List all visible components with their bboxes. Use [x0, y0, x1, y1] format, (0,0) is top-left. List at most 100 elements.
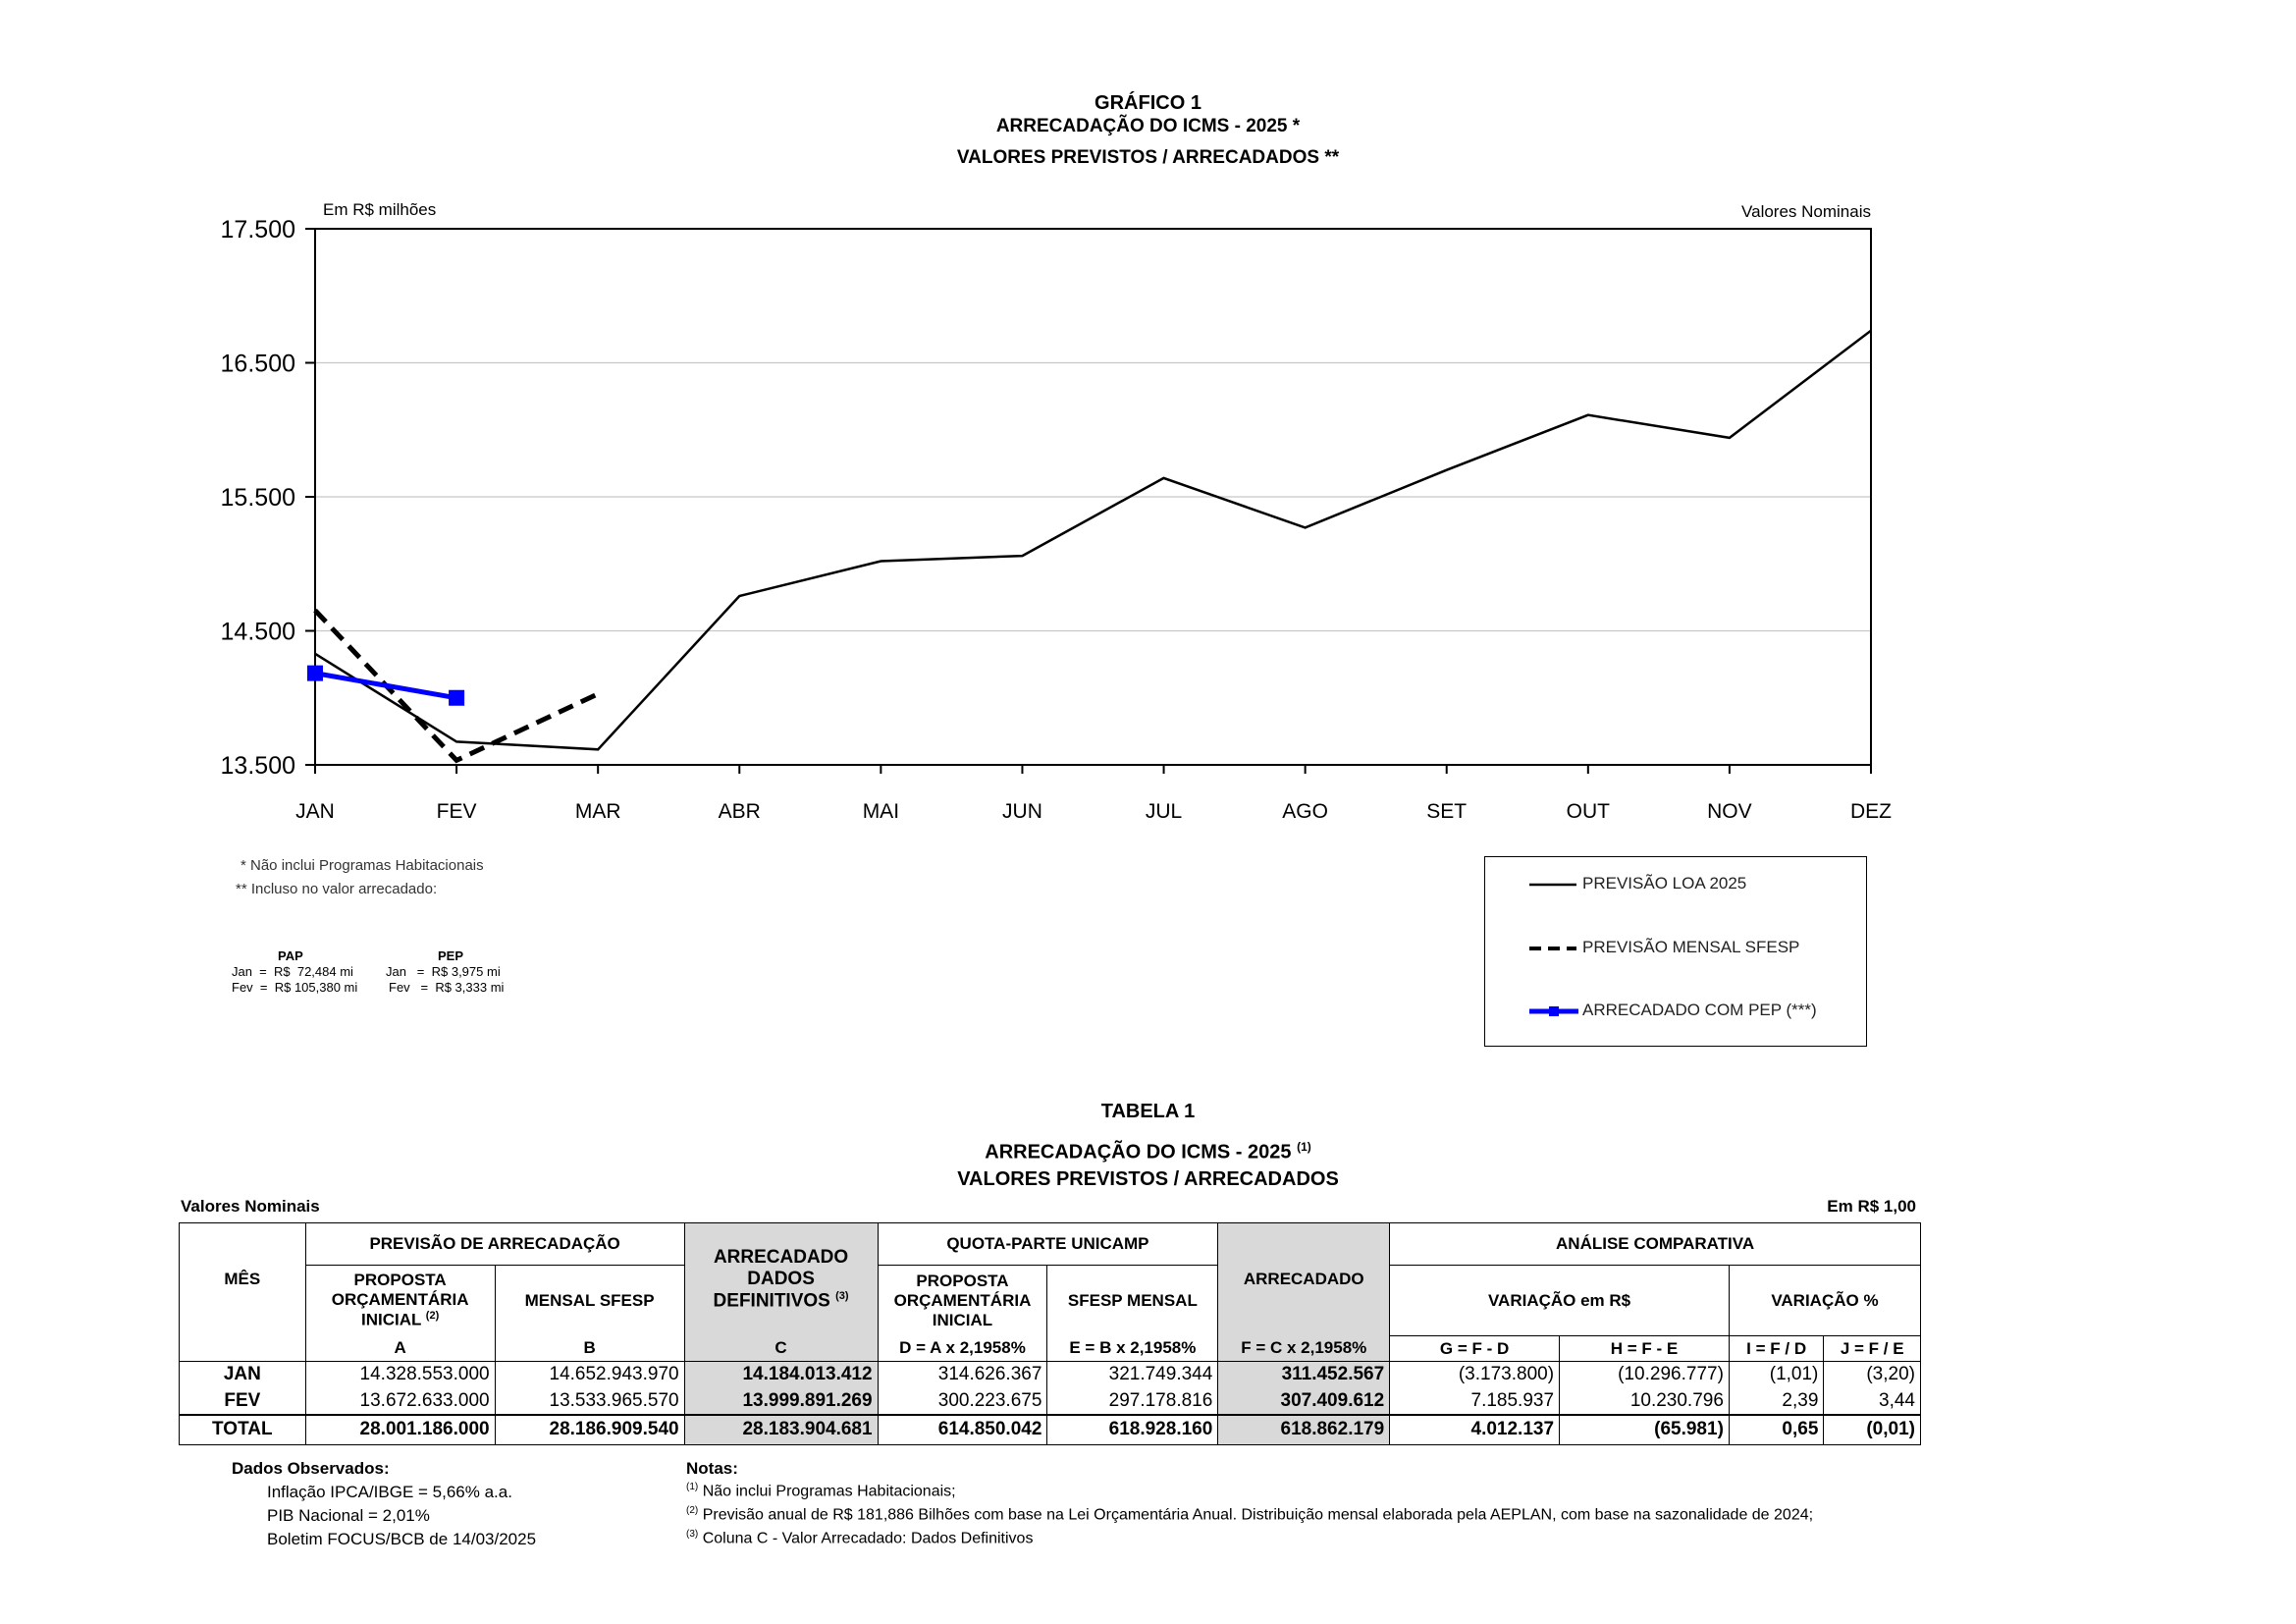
header-arrecadado: ARRECADADO — [1217, 1222, 1391, 1336]
chart-series — [307, 329, 1872, 764]
x-tick-label: SET — [1426, 800, 1467, 823]
cell-j: 3,44 — [1823, 1387, 1921, 1415]
legend-label-loa: PREVISÃO LOA 2025 — [1582, 874, 1747, 893]
header-analise: ANÁLISE COMPARATIVA — [1389, 1222, 1921, 1266]
cell-c: 14.184.013.412 — [683, 1361, 879, 1388]
cell-b: 14.652.943.970 — [494, 1361, 685, 1388]
cell-i: (1,01) — [1728, 1361, 1825, 1388]
header-variacao-rs: VARIAÇÃO em R$ — [1389, 1265, 1730, 1336]
series-line-0 — [314, 329, 1872, 751]
header-sfesp-mensal: SFESP MENSAL — [1046, 1265, 1219, 1336]
x-tick-label: DEZ — [1850, 800, 1892, 823]
obs-focus: Boletim FOCUS/BCB de 14/03/2025 — [267, 1530, 537, 1548]
legend-swatch-arrecadado — [1529, 1006, 1578, 1016]
table-row: FEV 13.672.633.000 13.533.965.570 13.999… — [179, 1387, 1921, 1415]
cell-g: 7.185.937 — [1389, 1387, 1561, 1415]
y-axis: 13.500 14.500 15.500 16.500 17.500 — [221, 216, 315, 780]
x-tick-label: JUL — [1146, 800, 1182, 823]
cell-c: 13.999.891.269 — [683, 1387, 879, 1415]
table-right-note: Em R$ 1,00 — [1827, 1197, 1916, 1216]
cell-h: 10.230.796 — [1559, 1387, 1730, 1415]
series-line-2 — [314, 671, 457, 701]
legend-swatch-sfesp — [1529, 947, 1576, 950]
formula-h: H = F - E — [1559, 1335, 1730, 1362]
cell-mes: FEV — [179, 1387, 306, 1415]
cell-a: 13.672.633.000 — [304, 1387, 496, 1415]
total-j: (0,01) — [1823, 1414, 1921, 1445]
y-tick-label: 15.500 — [221, 484, 295, 512]
formula-f: F = C x 2,1958% — [1217, 1335, 1391, 1362]
total-mes: TOTAL — [179, 1414, 306, 1445]
formula-g: G = F - D — [1389, 1335, 1561, 1362]
series-point-2 — [307, 665, 323, 681]
table-total-row: TOTAL 28.001.186.000 28.186.909.540 28.1… — [179, 1414, 1921, 1445]
cell-i: 2,39 — [1728, 1387, 1825, 1415]
total-d: 614.850.042 — [877, 1414, 1048, 1445]
pep-jan: Jan = R$ 3,975 mi — [386, 964, 501, 979]
nota-3: (3) Coluna C - Valor Arrecadado: Dados D… — [686, 1529, 1034, 1547]
obs-inflacao: Inflação IPCA/IBGE = 5,66% a.a. — [267, 1483, 512, 1501]
cell-a: 14.328.553.000 — [304, 1361, 496, 1388]
formula-i: I = F / D — [1728, 1335, 1825, 1362]
nota-2: (2) Previsão anual de R$ 181,886 Bilhões… — [686, 1505, 1814, 1524]
chart-subtitle-2: VALORES PREVISTOS / ARRECADADOS ** — [956, 147, 1340, 168]
cell-b: 13.533.965.570 — [494, 1387, 685, 1415]
cell-f: 311.452.567 — [1217, 1361, 1391, 1388]
chart-title: GRÁFICO 1 — [1095, 92, 1201, 114]
nota-1: (1) Não inclui Programas Habitacionais; — [686, 1482, 956, 1500]
x-tick-label: MAR — [575, 800, 621, 823]
table-left-note: Valores Nominais — [181, 1197, 320, 1216]
header-arrecadado-dados: ARRECADADO DADOS DEFINITIVOS (3) — [683, 1222, 879, 1336]
x-tick-label: JUN — [1002, 800, 1042, 823]
x-axis: JAN FEV MAR ABR MAI JUN JUL AGO SET OUT NOV DEZ — [295, 765, 1892, 823]
table-subtitle-2: VALORES PREVISTOS / ARRECADADOS — [957, 1168, 1339, 1190]
cell-mes: JAN — [179, 1361, 306, 1388]
formula-mes — [179, 1335, 306, 1362]
chart-note-1: * Não inclui Programas Habitacionais — [240, 857, 484, 874]
pep-heading: PEP — [438, 948, 464, 963]
table-subtitle-1: ARRECADAÇÃO DO ICMS - 2025 (1) — [985, 1140, 1311, 1164]
y-tick-label: 16.500 — [221, 351, 295, 378]
cell-g: (3.173.800) — [1389, 1361, 1561, 1388]
header-mensal-sfesp: MENSAL SFESP — [494, 1265, 685, 1336]
pap-jan: Jan = R$ 72,484 mi — [232, 964, 353, 979]
header-proposta: PROPOSTA ORÇAMENTÁRIA INICIAL (2) — [304, 1265, 496, 1336]
formula-j: J = F / E — [1823, 1335, 1921, 1362]
obs-pib: PIB Nacional = 2,01% — [267, 1506, 430, 1525]
y-tick-label: 14.500 — [221, 619, 295, 646]
cell-f: 307.409.612 — [1217, 1387, 1391, 1415]
y-tick-label: 13.500 — [221, 752, 295, 780]
x-tick-label: ABR — [719, 800, 761, 823]
series-line-1 — [313, 608, 600, 764]
line-chart: 13.500 14.500 15.500 16.500 17.500 JAN FEV MAR… — [221, 216, 1893, 823]
header-proposta-2: PROPOSTA ORÇAMENTÁRIA INICIAL — [877, 1265, 1048, 1336]
x-tick-label: MAI — [863, 800, 899, 823]
chart-unit-right: Valores Nominais — [1741, 202, 1871, 221]
total-b: 28.186.909.540 — [494, 1414, 685, 1445]
cell-h: (10.296.777) — [1559, 1361, 1730, 1388]
x-tick-label: JAN — [295, 800, 335, 823]
pap-fev: Fev = R$ 105,380 mi — [232, 980, 358, 995]
cell-e: 297.178.816 — [1046, 1387, 1219, 1415]
y-tick-label: 17.500 — [221, 216, 295, 244]
chart-note-2: ** Incluso no valor arrecadado: — [236, 881, 438, 897]
legend-label-arrecadado: ARRECADADO COM PEP (***) — [1582, 1001, 1817, 1019]
x-tick-label: FEV — [437, 800, 477, 823]
header-quota: QUOTA-PARTE UNICAMP — [877, 1222, 1219, 1266]
chart-gridlines — [315, 361, 1871, 632]
total-h: (65.981) — [1559, 1414, 1730, 1445]
notas-title: Notas: — [686, 1459, 738, 1478]
header-mes: MÊS — [179, 1222, 306, 1336]
total-c: 28.183.904.681 — [683, 1414, 879, 1445]
legend-swatch-loa — [1529, 883, 1576, 887]
chart-unit-left: Em R$ milhões — [323, 200, 437, 219]
formula-e: E = B x 2,1958% — [1046, 1335, 1219, 1362]
series-point-2 — [449, 689, 465, 706]
header-variacao-pct: VARIAÇÃO % — [1728, 1265, 1922, 1336]
formula-b: B — [494, 1335, 685, 1362]
total-a: 28.001.186.000 — [304, 1414, 496, 1445]
icms-table: MÊS PREVISÃO DE ARRECADAÇÃO ARRECADADO D… — [179, 1222, 1922, 1445]
x-tick-label: AGO — [1282, 800, 1328, 823]
pap-heading: PAP — [278, 948, 303, 963]
total-g: 4.012.137 — [1389, 1414, 1561, 1445]
